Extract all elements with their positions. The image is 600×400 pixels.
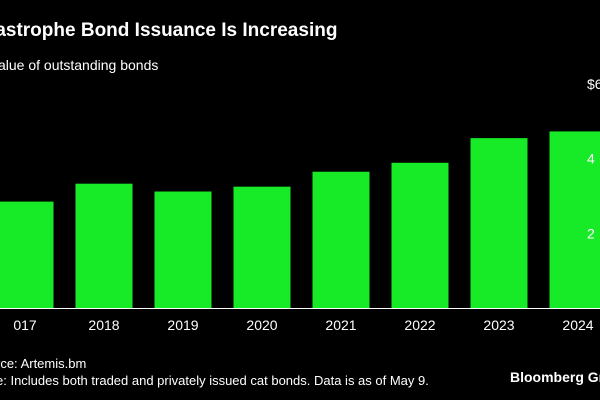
bloomberg-logo: Bloomberg Gr (510, 369, 600, 385)
bar-2018 (75, 183, 133, 308)
y-tick-label: $6 (587, 76, 600, 92)
source-note: rce: Artemis.bm (0, 356, 87, 371)
chart-subtitle: alue of outstanding bonds (0, 57, 159, 73)
bar-2022 (391, 162, 449, 308)
x-tick-label: 2021 (325, 317, 356, 333)
x-tick-label: 2023 (483, 317, 514, 333)
bar-017 (0, 201, 54, 308)
footnote: e: Includes both traded and privately is… (0, 373, 429, 388)
x-tick-label: 2022 (404, 317, 435, 333)
x-tick-label: 017 (13, 317, 37, 333)
bar-2021 (312, 171, 370, 308)
bar-2019 (154, 191, 212, 308)
x-tick-label: 2019 (167, 317, 198, 333)
x-tick-label: 2018 (88, 317, 119, 333)
bar-2023 (470, 138, 528, 308)
chart-title: tastrophe Bond Issuance Is Increasing (0, 20, 338, 41)
x-tick-label: 2024 (562, 317, 593, 333)
x-tick-label: 2020 (246, 317, 277, 333)
bar-2020 (233, 186, 291, 308)
y-tick-label: 4 (587, 151, 595, 167)
bar-2024 (549, 131, 600, 308)
y-tick-label: 2 (587, 225, 595, 241)
